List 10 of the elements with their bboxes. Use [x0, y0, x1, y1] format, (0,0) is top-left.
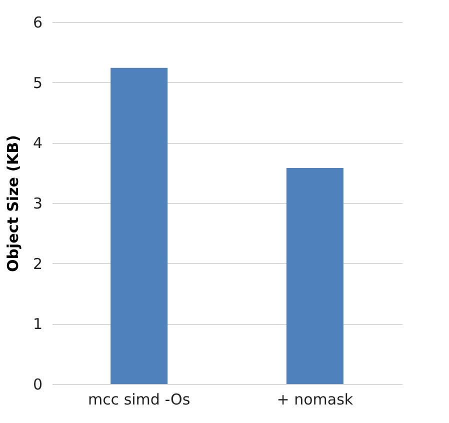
- y-tick-label: 4: [32, 134, 42, 152]
- y-axis-title: Object Size (KB): [4, 135, 22, 272]
- y-tick-label: 5: [32, 74, 42, 92]
- y-tick-label: 6: [32, 14, 42, 32]
- y-tick-label: 2: [32, 254, 42, 273]
- y-tick-label: 0: [32, 376, 42, 394]
- x-tick-label: mcc simd -Os: [88, 390, 190, 408]
- y-tick-label: 1: [32, 315, 42, 334]
- y-tick-label: 3: [32, 194, 42, 212]
- x-tick-label: + nomask: [276, 390, 354, 408]
